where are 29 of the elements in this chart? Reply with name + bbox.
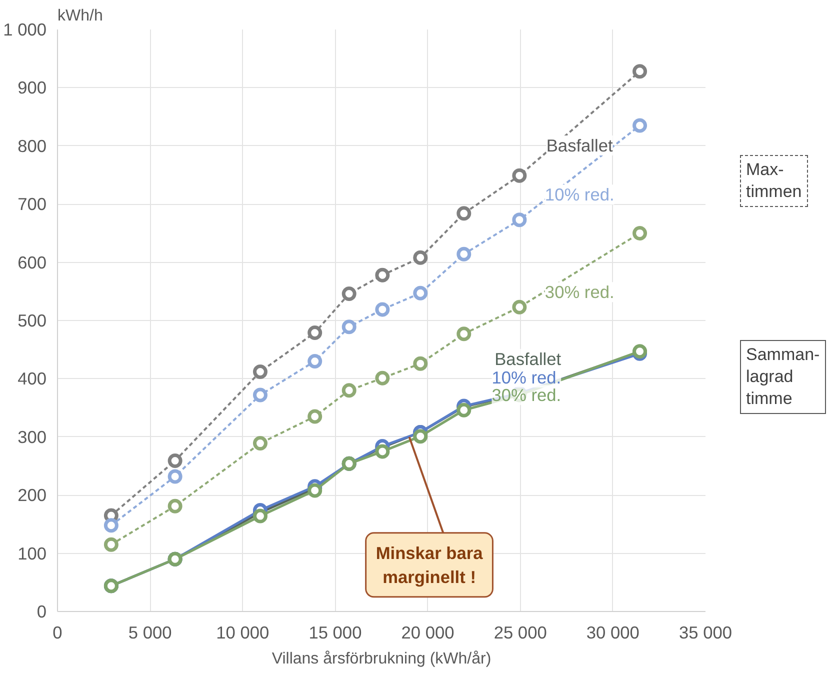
y-tick-label: 200 [18,485,47,506]
x-axis-title: Villans årsförbrukning (kWh/år) [272,650,492,668]
series-label: 30% red. [544,282,614,302]
text: Max- timmen [740,155,808,208]
x-tick-label: 25 000 [494,622,547,642]
series-label: Basfallet [546,135,614,156]
y-tick-label: 1 000 [3,20,47,40]
x-tick-label: 20 000 [401,622,454,642]
y-tick-label: 100 [18,543,47,564]
y-tick-label: 0 [36,602,47,622]
y-tick-label: 300 [18,426,47,447]
series-label: 10% red. [492,367,562,388]
y-tick-label: 600 [18,252,47,272]
x-tick-label: 15 000 [308,622,362,642]
text: Samman- lagrad timme [740,340,826,414]
x-tick-label: 0 [52,622,62,642]
y-tick-label: 400 [18,368,47,389]
x-tick-label: 10 000 [216,622,270,642]
annotation: Minskar bara marginellt ! [376,542,484,587]
series-label: Basfallet [494,348,562,369]
y-tick-label: 900 [18,78,47,98]
y-tick-label: 500 [18,310,47,330]
y-tick-label: 800 [18,136,47,156]
y-tick-label: 700 [18,194,47,214]
x-tick-label: 30 000 [586,622,640,642]
x-tick-label: 35 000 [679,622,732,642]
y-axis-title: kWh/h [58,8,103,24]
x-tick-label: 5 000 [128,622,172,642]
series-label: 10% red. [544,184,614,205]
